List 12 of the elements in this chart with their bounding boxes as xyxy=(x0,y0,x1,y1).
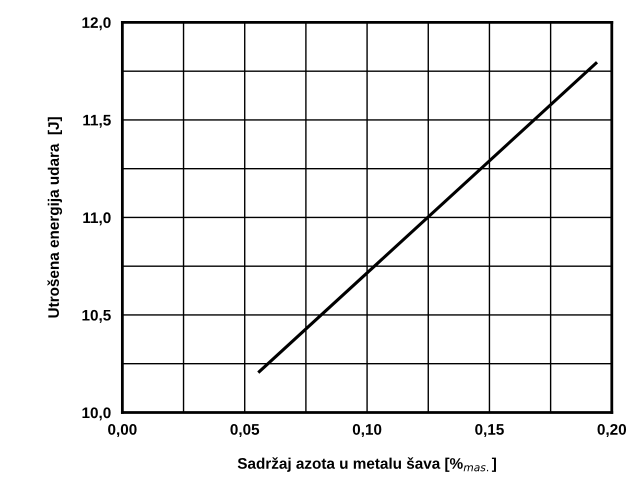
y-tick-label: 10,5 xyxy=(82,310,111,323)
x-tick-label: 0,20 xyxy=(598,424,626,438)
y-tick-label: 10,0 xyxy=(82,407,111,420)
y-tick-label: 11,5 xyxy=(83,114,111,128)
x-axis-title: Sadržaj azota u metalu šava [%$_{mas.}$] xyxy=(238,457,496,472)
x-tick-label: 0,15 xyxy=(475,424,504,438)
y-axis-title: Utrošena energija udara [J] xyxy=(47,117,62,318)
x-tick-label: 0,10 xyxy=(352,424,382,438)
y-tick-label: 11,0 xyxy=(83,212,111,226)
x-tick-label: 0,00 xyxy=(108,424,137,438)
y-tick-label: 12,0 xyxy=(82,17,111,30)
x-tick-label: 0,05 xyxy=(230,424,260,438)
